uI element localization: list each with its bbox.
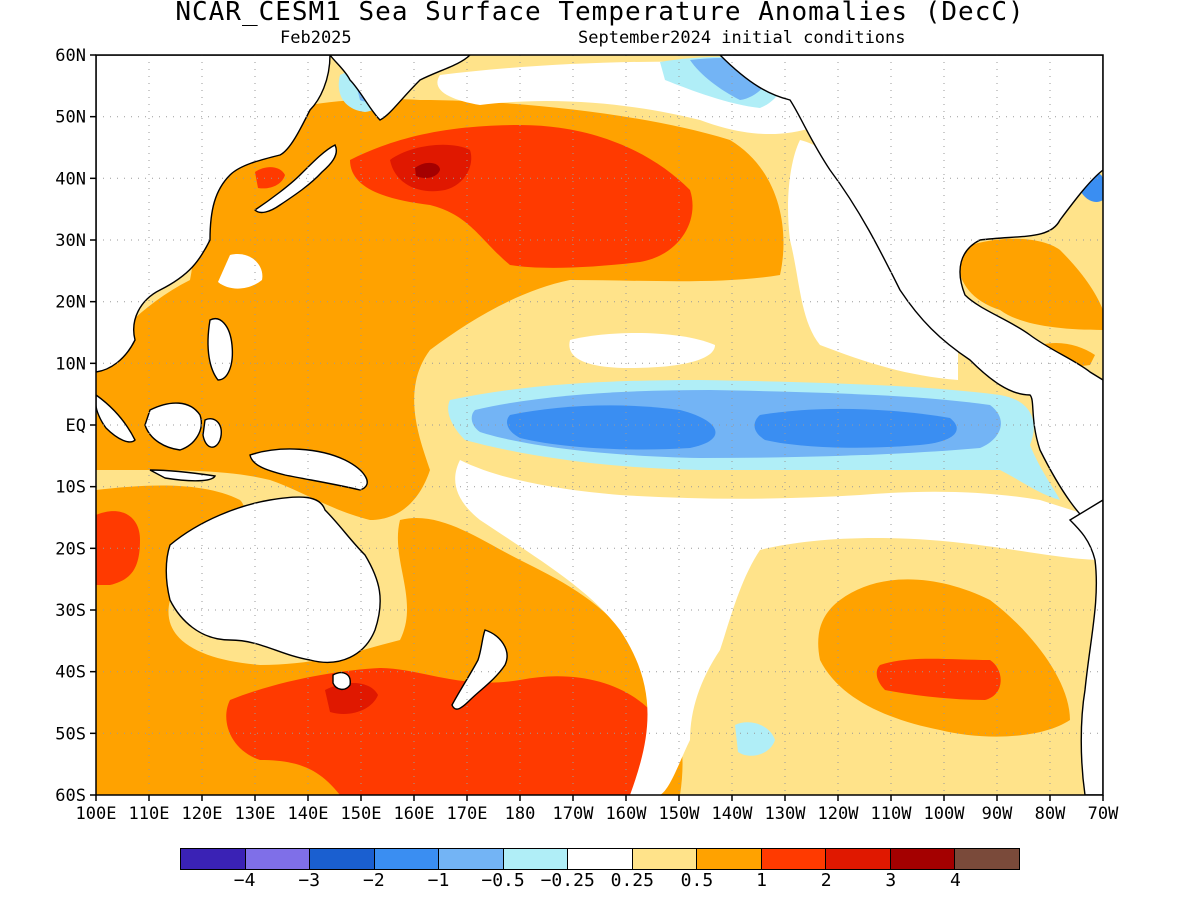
lon-label: 160E — [394, 804, 435, 824]
anomaly-fill-minus1-2-cold-tongue-east — [754, 408, 957, 448]
colorbar-label: −3 — [298, 870, 321, 891]
lat-label: 60S — [55, 786, 86, 806]
land-new-zealand — [451, 629, 508, 710]
anomaly-fill-near-zero-northeast — [788, 140, 958, 380]
lat-label: 20N — [55, 293, 86, 313]
lat-label: 10S — [55, 478, 86, 498]
lon-label: 120E — [182, 804, 223, 824]
land-australia — [165, 496, 381, 664]
lon-label: 100W — [924, 804, 966, 824]
anomaly-fill-1-2-southeast — [876, 658, 1001, 700]
colorbar-box — [310, 849, 375, 869]
lat-label: 60N — [55, 46, 86, 66]
colorbar-box — [761, 849, 827, 869]
land-borneo — [144, 402, 202, 451]
grid-lines — [96, 55, 1103, 795]
lon-label: 170W — [553, 804, 595, 824]
lon-label: 160W — [606, 804, 648, 824]
lat-label: EQ — [66, 416, 86, 436]
land-kamchatka — [329, 55, 471, 121]
anomaly-fill-2-3-tasman — [325, 683, 378, 715]
land-tasmania — [332, 672, 351, 690]
lon-label: 130W — [765, 804, 807, 824]
initial-conditions-label: September2024 initial conditions — [578, 28, 906, 48]
lon-label: 170E — [447, 804, 488, 824]
lat-label: 20S — [55, 539, 86, 559]
land-south-america — [1068, 499, 1103, 795]
colorbar-box — [955, 849, 1019, 869]
forecast-month: Feb2025 — [280, 28, 352, 48]
colorbar-label: 4 — [949, 870, 961, 891]
colorbar — [180, 848, 1020, 870]
colorbar-box — [374, 849, 440, 869]
longitude-axis: 100E 110E 120E 130E 140E 150E 160E 170E 180 170W 1… — [76, 804, 1120, 824]
lat-label: 40N — [55, 169, 86, 189]
colorbar-label: 2 — [820, 870, 832, 891]
lon-label: 140W — [712, 804, 754, 824]
colorbar-box — [568, 849, 633, 869]
colorbar-box — [181, 849, 246, 869]
anomaly-fill-near-zero-equatorial — [455, 460, 1103, 795]
colorbar-label: 3 — [885, 870, 897, 891]
lat-label: 50N — [55, 108, 86, 128]
lon-label: 180 — [505, 804, 536, 824]
anomaly-fill-0.5-1-gulf — [957, 238, 1103, 330]
lon-label: 110W — [871, 804, 913, 824]
lon-label: 100E — [76, 804, 117, 824]
anomaly-fill-near-zero-subtropics — [569, 333, 715, 368]
land-japan — [253, 144, 337, 214]
lon-label: 150E — [341, 804, 382, 824]
lat-label: 40S — [55, 663, 86, 683]
lon-label: 90W — [982, 804, 1013, 824]
colorbar-label: −1 — [427, 870, 450, 891]
colorbar-box — [697, 849, 762, 869]
anomaly-fill-3-4-kuroshio-core — [415, 162, 440, 178]
lon-label: 150W — [659, 804, 701, 824]
lat-label: 10N — [55, 354, 86, 374]
colorbar-label: 0.5 — [680, 870, 714, 891]
colorbar-box — [632, 849, 698, 869]
land-sumatra — [96, 394, 136, 443]
colorbar-box — [503, 849, 569, 869]
lat-label: 30S — [55, 601, 86, 621]
lon-label: 80W — [1035, 804, 1066, 824]
continents — [96, 55, 1103, 795]
anomaly-fill-1-2-japan — [255, 167, 285, 189]
land-sulawesi — [202, 418, 222, 448]
anomaly-fill-minus-south — [735, 722, 775, 756]
colorbar-box — [245, 849, 311, 869]
colorbar-label: −0.5 — [481, 870, 525, 891]
lon-label: 130E — [235, 804, 276, 824]
anomaly-fill-near-zero-hawaii — [218, 254, 263, 289]
land-north-america — [719, 55, 1103, 536]
land-philippines — [207, 318, 234, 381]
map-title: NCAR_CESM1 Sea Surface Temperature Anoma… — [175, 0, 1025, 27]
colorbar-box — [826, 849, 891, 869]
lat-label: 30N — [55, 231, 86, 251]
colorbar-label: −2 — [363, 870, 385, 891]
lon-label: 120W — [818, 804, 860, 824]
colorbar-label: 1 — [756, 870, 767, 891]
land-asia — [96, 55, 331, 373]
land-java — [149, 469, 217, 482]
colorbar-label: −0.25 — [540, 870, 595, 891]
lat-label: 50S — [55, 724, 86, 744]
map-plot-area — [96, 55, 1103, 795]
lon-label: 110E — [129, 804, 170, 824]
colorbar-box — [890, 849, 956, 869]
colorbar-box — [439, 849, 504, 869]
anomaly-fill-minus1-2-cold-tongue-west — [507, 405, 716, 450]
latitude-axis: 60N 50N 40N 30N 20N 10N EQ 10S 20S 30S 40S 50S 60S — [55, 46, 86, 806]
lon-label: 70W — [1088, 804, 1119, 824]
axis-ticks — [90, 54, 1104, 801]
lon-label: 140E — [288, 804, 329, 824]
land-new-guinea — [249, 448, 368, 491]
colorbar-label: 0.25 — [610, 870, 654, 891]
colorbar-label: −4 — [233, 870, 256, 891]
